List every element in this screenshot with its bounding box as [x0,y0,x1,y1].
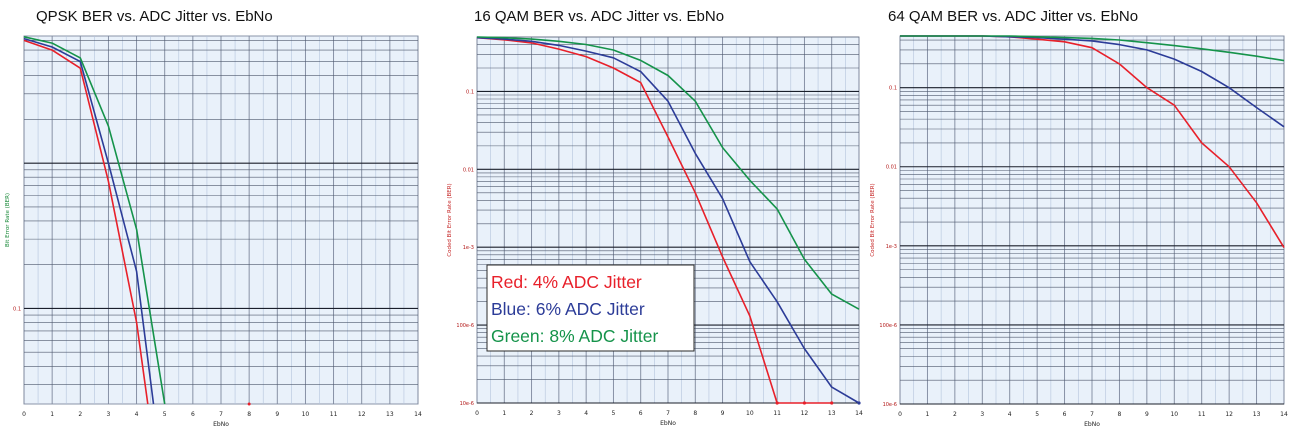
x-tick-label: 1 [50,411,54,418]
legend-item: Red: 4% ADC Jitter [491,272,642,292]
x-tick-label: 14 [414,411,422,418]
x-tick-label: 4 [584,410,588,417]
qam64-ber-plot: 0 1 2 3 4 5 6 7 8 9 10 11 12 13 140.10.011e-3100e-610e… [870,35,1288,428]
x-tick-label: 14 [1280,411,1288,418]
series-line [476,36,832,404]
data-point [802,401,807,405]
x-tick-label: 10 [1170,411,1178,418]
x-tick-label: 8 [247,411,251,418]
legend-item: Blue: 6% ADC Jitter [491,299,645,319]
x-tick-labels: 0 1 2 3 4 5 6 7 8 9 10 11 12 13 14 [22,411,422,418]
x-tick-label: 7 [666,410,670,417]
y-tick-label: 0.1 [466,89,474,95]
series-line [23,37,155,405]
grid-lines [899,36,1285,405]
series-line [23,36,166,405]
data-point [857,401,861,405]
x-tick-label: 0 [898,411,902,418]
x-tick-label: 5 [612,410,616,417]
x-tick-labels: 0 1 2 3 4 5 6 7 8 9 10 11 12 13 14 [898,411,1288,418]
x-tick-label: 9 [721,410,725,417]
y-tick-label: 100e-6 [456,323,474,329]
data-point [775,401,779,405]
y-tick-label: 1e-3 [463,245,474,251]
x-tick-label: 12 [358,411,366,418]
x-axis-label: EbNo [660,420,676,427]
grid-lines [23,36,419,404]
x-tick-label: 3 [557,410,561,417]
x-tick-label: 13 [828,410,836,417]
x-tick-label: 2 [78,411,82,418]
x-tick-labels: 0 1 2 3 4 5 6 7 8 9 10 11 12 13 14 [475,410,863,417]
chart-title: 16 QAM BER vs. ADC Jitter vs. EbNo [474,8,725,25]
x-tick-label: 12 [801,410,809,417]
x-tick-label: 11 [330,411,338,418]
x-tick-label: 13 [1253,411,1261,418]
x-tick-label: 4 [135,411,139,418]
x-tick-label: 14 [855,410,863,417]
x-tick-label: 7 [1090,411,1094,418]
x-tick-label: 6 [1063,411,1067,418]
x-tick-label: 9 [275,411,279,418]
x-tick-label: 6 [639,410,643,417]
series-line [476,36,860,310]
x-tick-label: 3 [980,411,984,418]
x-tick-label: 0 [475,410,479,417]
x-tick-label: 2 [530,410,534,417]
y-tick-label: 10e-6 [883,402,897,408]
x-tick-label: 12 [1225,411,1233,418]
legend-box [486,264,695,352]
data-series [900,35,1285,249]
x-tick-label: 8 [693,410,697,417]
y-tick-label: 0.01 [463,167,474,173]
x-tick-label: 3 [107,411,111,418]
y-axis-label: Coded Bit Error Rate (BER) [870,183,876,256]
data-series [23,36,251,406]
x-tick-label: 2 [953,411,957,418]
x-tick-label: 13 [386,411,394,418]
series-line [476,36,860,404]
x-axis-label: EbNo [1084,421,1100,428]
y-axis-label: Coded Bit Error Rate (BER) [447,183,453,256]
legend: Red: 4% ADC Jitter Blue: 6% ADC Jitter Gre… [486,264,695,352]
y-tick-labels: 0.1 [13,306,21,312]
x-tick-label: 11 [1198,411,1206,418]
x-tick-label: 7 [219,411,223,418]
legend-item: Green: 8% ADC Jitter [491,326,658,346]
chart-title: QPSK BER vs. ADC Jitter vs. EbNo [36,8,273,25]
series-line [23,39,149,405]
x-tick-label: 1 [502,410,506,417]
series-line [900,35,1285,62]
x-tick-label: 6 [191,411,195,418]
x-tick-label: 5 [163,411,167,418]
x-axis-label: EbNo [213,421,229,428]
y-tick-label: 10e-6 [460,401,474,407]
x-tick-label: 5 [1035,411,1039,418]
data-point [830,401,834,405]
x-tick-label: 4 [1008,411,1012,418]
y-axis-label: Bit Error Rate (BER) [5,193,11,247]
chart-title: 64 QAM BER vs. ADC Jitter vs. EbNo [888,8,1139,25]
qam16-ber-plot: 0 1 2 3 4 5 6 7 8 9 10 11 12 13 140.10.011e-3100e-610e… [447,36,863,427]
x-tick-label: 11 [773,410,781,417]
x-tick-label: 8 [1118,411,1122,418]
y-tick-label: 0.01 [886,165,897,171]
x-tick-label: 10 [302,411,310,418]
x-tick-label: 0 [22,411,26,418]
y-tick-label: 100e-6 [879,323,897,329]
y-tick-labels: 0.1 0.01 1e-3 100e-6 10e-6 [879,86,897,408]
x-tick-label: 9 [1145,411,1149,418]
y-tick-label: 1e-3 [886,244,897,250]
y-tick-label: 0.1 [889,86,897,92]
y-tick-label: 0.1 [13,306,21,312]
x-tick-label: 10 [746,410,754,417]
x-tick-label: 1 [926,411,930,418]
y-tick-labels: 0.1 0.01 1e-3 100e-6 10e-6 [456,89,474,407]
data-series [476,36,861,405]
data-point [247,402,251,406]
